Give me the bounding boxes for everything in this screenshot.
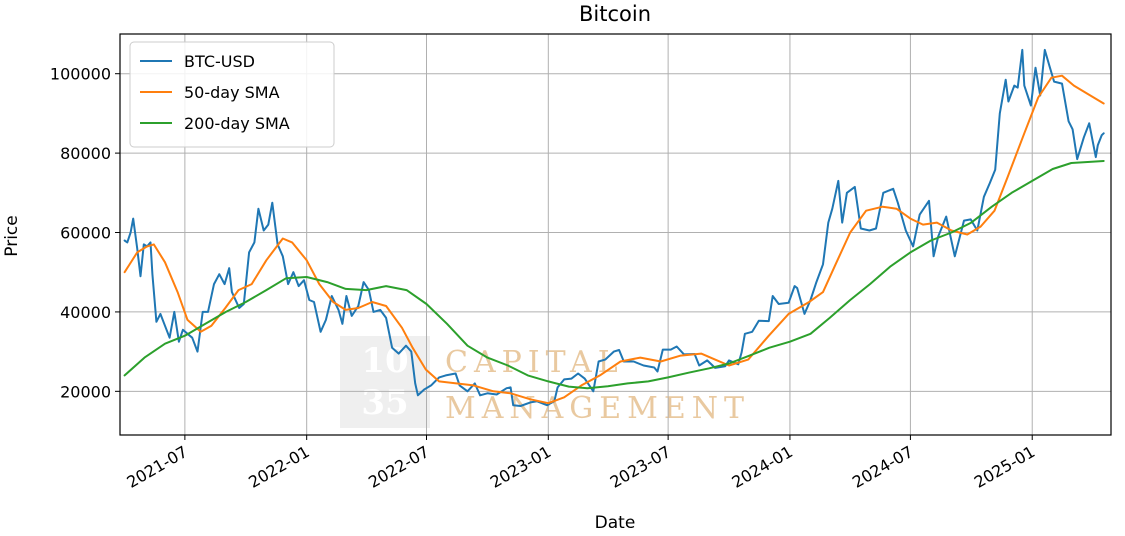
legend-box: [129, 41, 335, 148]
y-axis-label: Price: [2, 215, 22, 256]
x-axis-label: Date: [595, 513, 636, 533]
legend-label: 200-day SMA: [184, 114, 290, 133]
y-tick-label: 100000: [50, 65, 111, 84]
y-axis-ticks: 20000 40000 60000 80000 100000: [50, 65, 120, 401]
watermark-number-top: 10: [361, 341, 408, 381]
watermark-number-bottom: 35: [361, 383, 408, 423]
watermark-line2: MANAGEMENT: [445, 391, 750, 426]
series-line-50-day-sma: [123, 74, 1105, 405]
y-tick-label: 60000: [60, 224, 111, 243]
y-tick-label: 40000: [60, 303, 111, 322]
series-line-200-day-sma: [123, 160, 1105, 390]
series-lines: [123, 48, 1105, 407]
axes-frame: [119, 33, 1112, 436]
chart-title: Bitcoin: [579, 2, 651, 26]
legend-label: 50-day SMA: [184, 83, 280, 102]
legend: BTC-USD 50-day SMA 200-day SMA: [129, 41, 335, 148]
legend-label: BTC-USD: [184, 52, 255, 71]
watermark-line1: CAPITAL: [445, 345, 624, 380]
y-tick-label: 80000: [60, 144, 111, 163]
y-tick-label: 20000: [60, 382, 111, 401]
